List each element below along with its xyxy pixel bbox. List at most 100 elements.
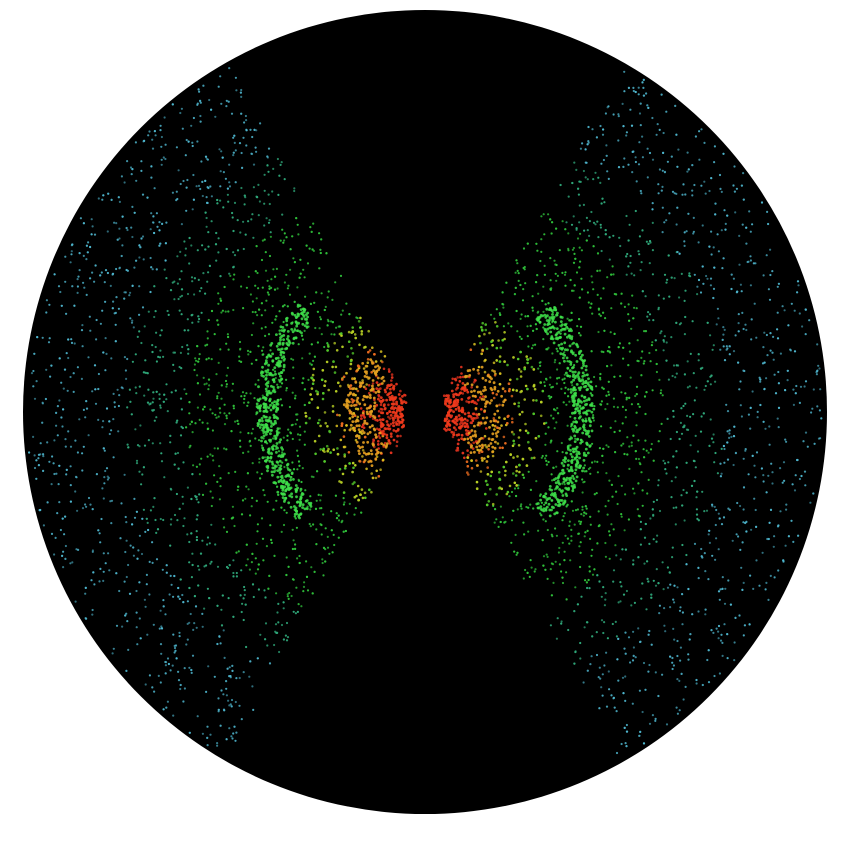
galaxy-point (717, 250, 721, 253)
galaxy-point (643, 330, 646, 333)
galaxy-point (87, 496, 91, 500)
galaxy-point (219, 75, 222, 78)
galaxy-point (523, 533, 526, 536)
galaxy-point (366, 358, 370, 361)
galaxy-point (220, 689, 223, 692)
galaxy-point (61, 554, 64, 558)
galaxy-point (180, 270, 183, 273)
galaxy-point (712, 433, 715, 436)
galaxy-point (304, 421, 308, 425)
galaxy-point (591, 461, 594, 464)
galaxy-point (580, 595, 583, 598)
galaxy-point (213, 447, 216, 450)
galaxy-point (615, 554, 618, 557)
galaxy-point (216, 742, 219, 745)
galaxy-point (287, 284, 290, 287)
galaxy-point (289, 432, 292, 435)
galaxy-point (305, 507, 309, 511)
galaxy-point (355, 387, 358, 391)
galaxy-point (761, 551, 764, 554)
galaxy-point (593, 460, 596, 463)
galaxy-point (395, 444, 399, 448)
galaxy-point (296, 610, 299, 614)
galaxy-point (359, 414, 363, 417)
galaxy-point (193, 277, 196, 280)
galaxy-point (646, 560, 649, 563)
galaxy-point (216, 395, 219, 398)
galaxy-point (652, 579, 655, 582)
galaxy-point (72, 390, 75, 393)
galaxy-point (230, 430, 233, 433)
galaxy-point (589, 306, 592, 309)
galaxy-point (236, 419, 239, 422)
galaxy-point (617, 637, 620, 641)
galaxy-point (251, 427, 254, 431)
galaxy-point (210, 108, 213, 111)
galaxy-point (291, 437, 294, 441)
galaxy-point (586, 621, 589, 624)
galaxy-point (583, 480, 586, 483)
galaxy-point (647, 478, 650, 481)
galaxy-point (625, 745, 628, 748)
galaxy-point (81, 469, 84, 472)
galaxy-point (232, 732, 235, 735)
galaxy-point (638, 689, 642, 692)
galaxy-point (521, 410, 524, 414)
galaxy-point (151, 401, 154, 404)
galaxy-point (176, 519, 179, 522)
galaxy-point (238, 676, 241, 680)
galaxy-point (582, 514, 585, 517)
galaxy-point (747, 413, 751, 416)
galaxy-point (692, 459, 696, 462)
galaxy-point (54, 536, 57, 540)
galaxy-point (612, 234, 615, 237)
galaxy-point (103, 281, 106, 284)
galaxy-point (217, 302, 220, 305)
galaxy-point (740, 415, 744, 418)
galaxy-point (535, 327, 538, 331)
galaxy-point (314, 507, 318, 510)
galaxy-point (131, 205, 134, 208)
galaxy-point (322, 546, 326, 550)
galaxy-point (312, 249, 315, 252)
galaxy-point (627, 163, 630, 166)
galaxy-point (297, 460, 301, 463)
galaxy-point (576, 237, 580, 240)
galaxy-point (522, 521, 525, 524)
galaxy-point (351, 461, 355, 465)
galaxy-point (589, 663, 592, 666)
galaxy-point (128, 294, 131, 297)
galaxy-point (684, 402, 687, 405)
galaxy-point (711, 554, 714, 557)
galaxy-point (325, 360, 329, 364)
galaxy-point (89, 329, 92, 332)
galaxy-point (755, 336, 758, 339)
galaxy-point (671, 667, 674, 671)
galaxy-point (685, 461, 688, 464)
galaxy-point (550, 594, 554, 597)
galaxy-point (293, 300, 296, 303)
galaxy-point (704, 613, 707, 616)
galaxy-point (550, 533, 553, 536)
galaxy-point (48, 460, 51, 463)
galaxy-point (293, 187, 296, 190)
galaxy-point (534, 568, 537, 571)
galaxy-point (714, 213, 717, 216)
galaxy-point (648, 351, 651, 355)
galaxy-point (150, 212, 153, 215)
galaxy-point (165, 571, 168, 574)
galaxy-point (72, 372, 75, 375)
galaxy-point (247, 432, 250, 435)
galaxy-point (141, 235, 145, 238)
galaxy-point (741, 223, 744, 226)
galaxy-point (475, 459, 478, 462)
galaxy-point (624, 392, 627, 395)
galaxy-point (722, 444, 726, 448)
galaxy-point (321, 561, 324, 565)
galaxy-point (303, 443, 306, 446)
galaxy-point (714, 202, 717, 205)
galaxy-point (726, 410, 730, 413)
galaxy-point (201, 244, 204, 247)
galaxy-point (631, 150, 634, 153)
galaxy-point (678, 709, 681, 712)
